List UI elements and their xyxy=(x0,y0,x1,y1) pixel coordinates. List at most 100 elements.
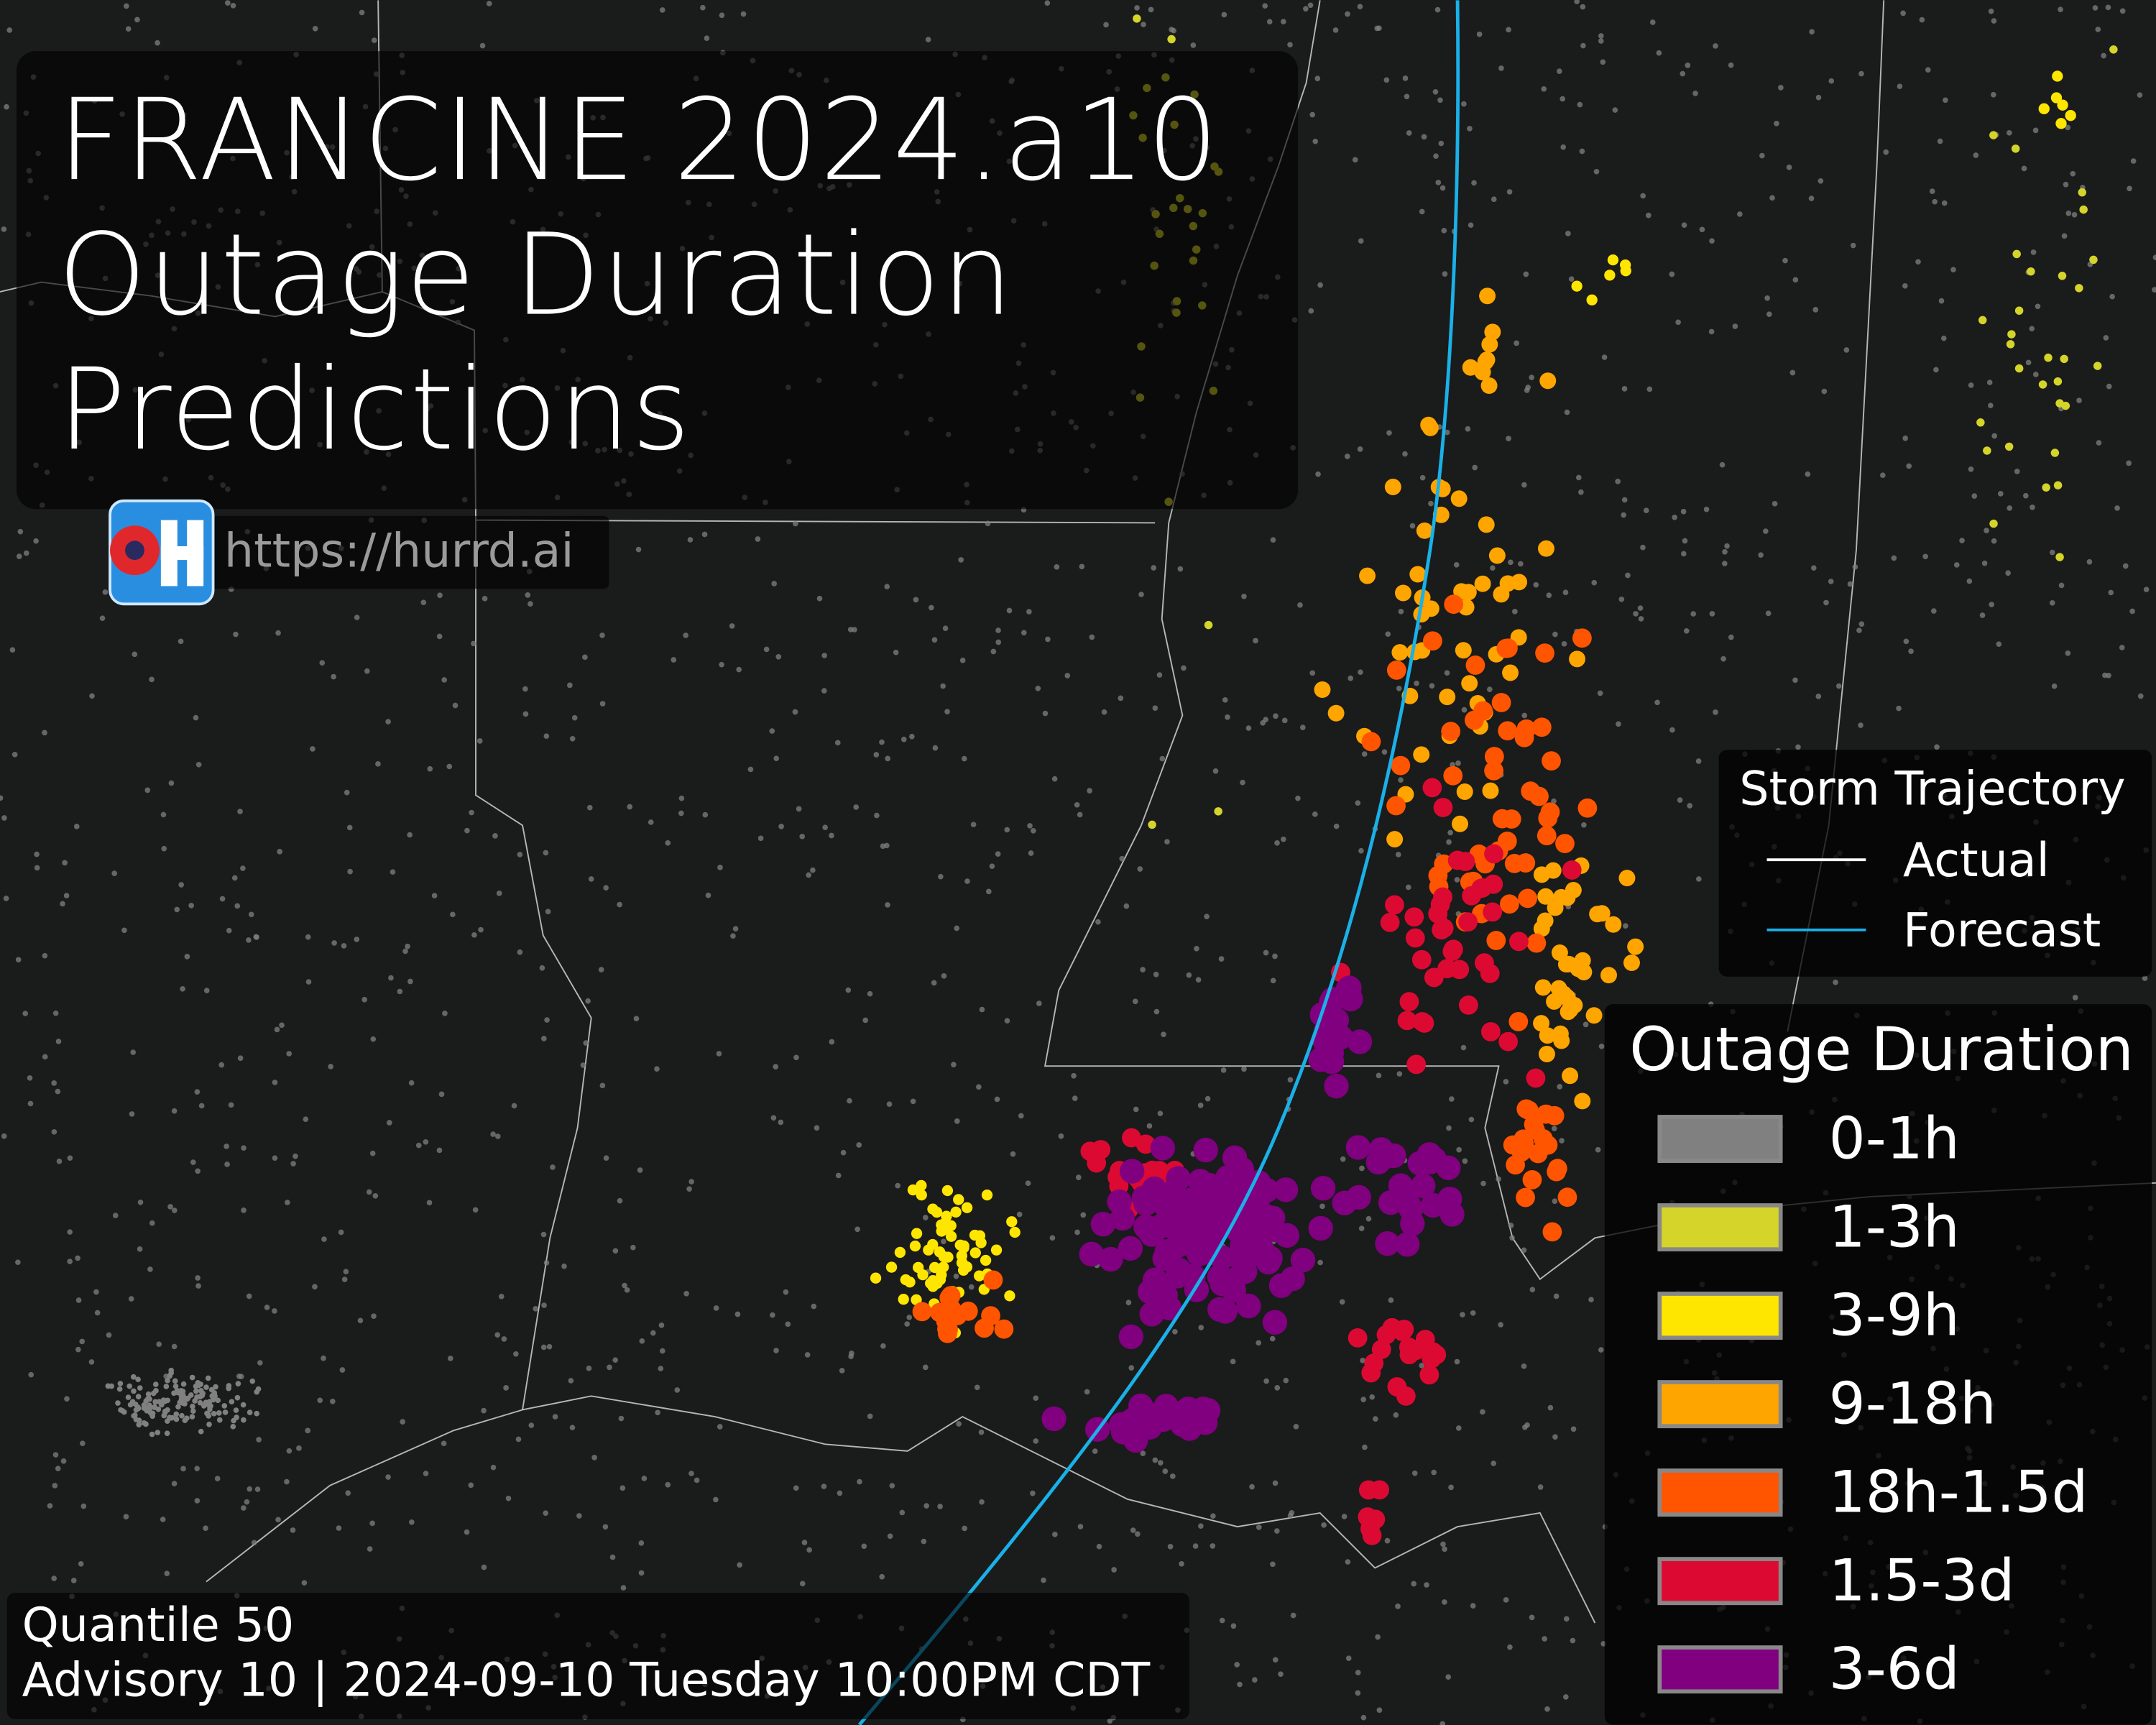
outage-point xyxy=(1167,34,1176,44)
outage-point xyxy=(617,1197,623,1204)
outage-point xyxy=(55,1039,62,1044)
outage-point xyxy=(490,1464,497,1471)
outage-point xyxy=(995,851,1001,857)
outage-point xyxy=(1468,1116,1475,1123)
outage-point xyxy=(957,1257,968,1269)
outage-point xyxy=(599,701,606,707)
outage-point xyxy=(198,1103,205,1109)
outage-point xyxy=(1210,1513,1216,1519)
outage-point xyxy=(1484,760,1503,781)
outage-point xyxy=(1721,561,1728,566)
outage-point xyxy=(147,1266,153,1272)
outage-point xyxy=(942,625,949,631)
outage-point xyxy=(1021,630,1027,636)
outage-point xyxy=(1581,822,1587,828)
outage-point xyxy=(1525,385,1531,390)
outage-point xyxy=(2007,330,2016,339)
outage-point xyxy=(801,1540,808,1545)
outage-point xyxy=(1600,59,1606,65)
outage-point xyxy=(247,1486,253,1492)
outage-point xyxy=(4,104,9,110)
outage-point xyxy=(15,1259,21,1266)
outage-point xyxy=(1405,928,1425,948)
outage-point xyxy=(193,1388,199,1394)
outage-point xyxy=(344,789,350,796)
outage-point xyxy=(1386,660,1406,680)
outage-point xyxy=(1968,466,1974,472)
outage-point xyxy=(1260,719,1266,726)
outage-point xyxy=(1919,17,1925,23)
outage-point xyxy=(2108,589,2114,596)
outage-point xyxy=(716,1051,722,1057)
outage-point xyxy=(1273,713,1279,719)
outage-point xyxy=(319,660,326,666)
outage-point xyxy=(1439,185,1446,191)
outage-point xyxy=(234,1414,239,1420)
outage-point xyxy=(1274,1528,1280,1534)
outage-point xyxy=(1153,1282,1178,1308)
outage-point xyxy=(1396,1071,1403,1077)
outage-point xyxy=(1332,27,1339,33)
outage-point xyxy=(1139,1302,1164,1327)
outage-point xyxy=(622,1282,627,1289)
outage-point xyxy=(2119,645,2125,650)
outage-point xyxy=(1563,1616,1570,1622)
outage-point xyxy=(42,730,47,736)
outage-point xyxy=(938,873,944,880)
outage-point xyxy=(1713,709,1718,715)
outage-point xyxy=(167,1414,172,1421)
outage-point xyxy=(1406,130,1412,136)
outage-point xyxy=(1374,25,1380,32)
outage-point xyxy=(1983,446,1991,455)
outage-point xyxy=(1442,1546,1447,1552)
outage-point xyxy=(1462,1158,1468,1164)
outage-point xyxy=(2032,127,2039,134)
outage-point xyxy=(1297,602,1303,608)
outage-point xyxy=(1467,126,1473,132)
outage-point xyxy=(1380,913,1400,932)
outage-point xyxy=(119,1407,126,1414)
outage-point xyxy=(586,804,593,811)
outage-point xyxy=(941,1238,946,1245)
outage-point xyxy=(130,1374,137,1380)
outage-point xyxy=(522,711,529,717)
trajectory-legend-box xyxy=(1718,750,2152,977)
outage-point xyxy=(1821,388,1828,395)
outage-point xyxy=(1445,1674,1452,1680)
outage-point xyxy=(569,735,576,742)
outage-point xyxy=(1640,193,1646,199)
outage-point xyxy=(729,623,735,629)
outage-point xyxy=(1456,1146,1462,1153)
outage-point xyxy=(145,1391,152,1397)
outage-point xyxy=(1852,564,1858,570)
outage-point xyxy=(1383,77,1390,83)
title-box xyxy=(16,51,1299,510)
outage-point xyxy=(1399,992,1419,1012)
outage-point xyxy=(1938,298,1945,304)
outage-point xyxy=(612,1248,619,1254)
outage-point xyxy=(420,599,427,606)
outage-point xyxy=(364,668,370,674)
outage-point xyxy=(1522,1169,1542,1190)
outage-point xyxy=(1393,1412,1399,1418)
outage-point xyxy=(1444,670,1450,676)
outage-point xyxy=(343,1269,349,1275)
outage-point xyxy=(1774,120,1779,126)
outage-point xyxy=(1458,912,1478,932)
outage-point xyxy=(1509,932,1529,952)
outage-point xyxy=(93,1289,99,1295)
legend-swatch xyxy=(1657,1203,1783,1252)
legend-swatch xyxy=(1657,1557,1783,1606)
outage-point xyxy=(75,1346,81,1353)
outage-point xyxy=(249,1378,256,1384)
outage-point xyxy=(513,1351,519,1357)
link-text[interactable]: https://hurrd.ai xyxy=(224,525,574,579)
outage-point xyxy=(231,875,238,881)
outage-point xyxy=(775,653,782,660)
outage-point xyxy=(906,1315,913,1320)
outage-point xyxy=(1385,895,1404,915)
outage-point xyxy=(1140,1450,1146,1456)
outage-point xyxy=(2027,267,2035,276)
outage-point xyxy=(284,1478,290,1485)
outage-point xyxy=(1080,1212,1087,1218)
